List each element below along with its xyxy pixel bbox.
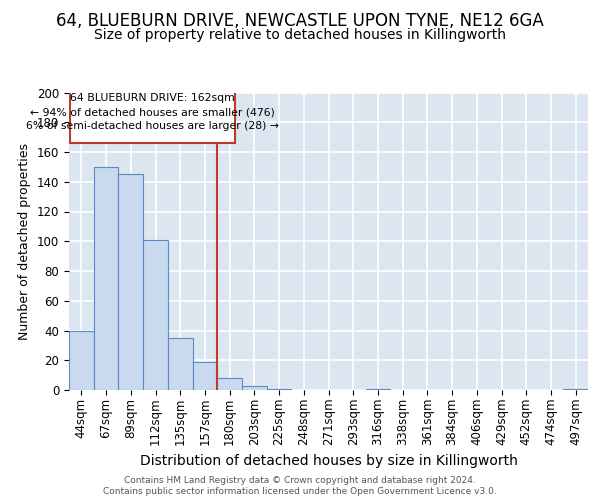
Bar xyxy=(70,92,235,143)
Text: 64, BLUEBURN DRIVE, NEWCASTLE UPON TYNE, NE12 6GA: 64, BLUEBURN DRIVE, NEWCASTLE UPON TYNE,… xyxy=(56,12,544,30)
Bar xyxy=(242,386,267,390)
Text: Contains HM Land Registry data © Crown copyright and database right 2024.: Contains HM Land Registry data © Crown c… xyxy=(124,476,476,485)
Bar xyxy=(267,388,292,390)
Text: Contains public sector information licensed under the Open Government Licence v3: Contains public sector information licen… xyxy=(103,488,497,496)
Bar xyxy=(143,240,168,390)
Bar xyxy=(69,330,94,390)
Bar xyxy=(94,167,118,390)
Bar xyxy=(365,388,390,390)
Bar xyxy=(168,338,193,390)
Bar xyxy=(563,388,588,390)
Text: Size of property relative to detached houses in Killingworth: Size of property relative to detached ho… xyxy=(94,28,506,42)
Y-axis label: Number of detached properties: Number of detached properties xyxy=(19,143,31,340)
Bar xyxy=(193,362,217,390)
Text: 64 BLUEBURN DRIVE: 162sqm
← 94% of detached houses are smaller (476)
6% of semi-: 64 BLUEBURN DRIVE: 162sqm ← 94% of detac… xyxy=(26,93,279,131)
X-axis label: Distribution of detached houses by size in Killingworth: Distribution of detached houses by size … xyxy=(140,454,517,468)
Bar xyxy=(217,378,242,390)
Bar xyxy=(118,174,143,390)
